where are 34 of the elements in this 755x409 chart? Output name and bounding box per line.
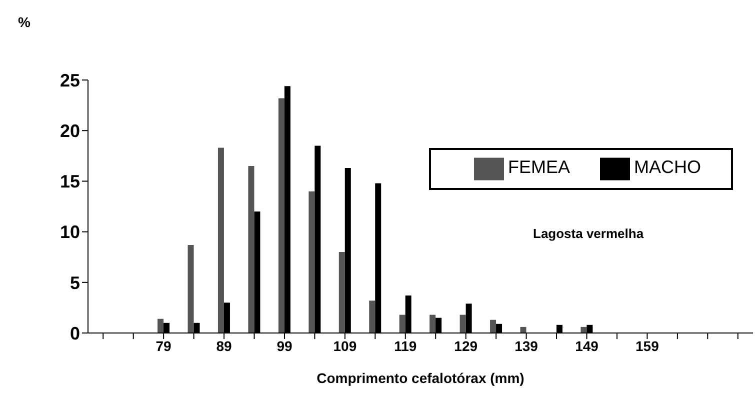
y-axis-title: % bbox=[18, 14, 30, 30]
x-tick-label: 129 bbox=[454, 338, 478, 354]
y-tick-label: 0 bbox=[70, 323, 80, 344]
bar bbox=[520, 326, 526, 333]
y-tick-label: 15 bbox=[60, 172, 80, 192]
bar bbox=[188, 244, 194, 333]
x-tick-label: 119 bbox=[394, 338, 417, 354]
x-tick-label: 79 bbox=[156, 338, 172, 354]
legend-label: FEMEA bbox=[508, 157, 570, 178]
legend-label: MACHO bbox=[634, 157, 701, 178]
bar bbox=[580, 326, 587, 333]
bar bbox=[460, 314, 466, 333]
x-tick-label: 109 bbox=[333, 338, 357, 354]
y-tick-label: 5 bbox=[70, 272, 80, 293]
y-tick-label: 25 bbox=[60, 70, 80, 90]
bar bbox=[490, 320, 496, 333]
bar bbox=[338, 252, 345, 333]
bar bbox=[218, 148, 224, 333]
x-tick-label: 159 bbox=[636, 338, 660, 354]
y-tick-label: 20 bbox=[60, 120, 80, 141]
x-tick-label: 89 bbox=[216, 338, 232, 354]
annotation: Lagosta vermelha bbox=[533, 226, 644, 241]
x-tick-label: 149 bbox=[575, 338, 599, 354]
bar bbox=[399, 314, 406, 333]
bar bbox=[308, 191, 315, 333]
x-tick-label: 139 bbox=[514, 338, 538, 354]
bar bbox=[278, 98, 284, 333]
x-axis-title: Comprimento cefalotórax (mm) bbox=[316, 370, 524, 386]
bar bbox=[248, 166, 254, 333]
x-tick-label: 99 bbox=[276, 338, 292, 354]
bar bbox=[158, 318, 164, 333]
y-tick-label: 10 bbox=[60, 222, 80, 242]
bar bbox=[430, 314, 436, 333]
bar bbox=[369, 300, 376, 333]
